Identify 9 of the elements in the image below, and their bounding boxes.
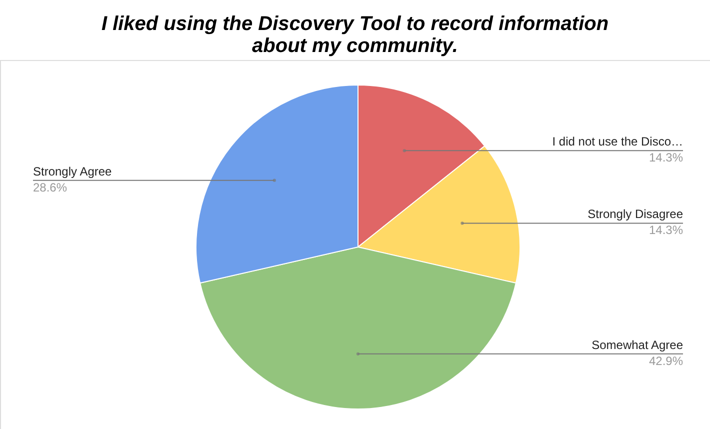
data-label: 14.3% — [648, 223, 684, 238]
slice-label: Strongly Disagree — [588, 207, 684, 222]
chart-title: I liked using the Discovery Tool to record information about my community. — [101, 13, 609, 57]
slice-label: I did not use the Disco… — [552, 134, 683, 149]
data-label: 28.6% — [33, 180, 68, 194]
data-label: 42.9% — [648, 354, 684, 368]
slice-label: Strongly Agree — [33, 164, 112, 178]
slice-label: Somewhat Agree — [592, 338, 684, 352]
data-label: 14.3% — [648, 150, 684, 165]
